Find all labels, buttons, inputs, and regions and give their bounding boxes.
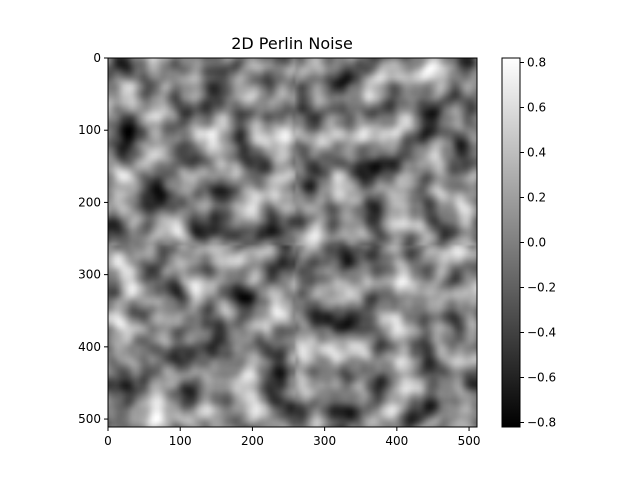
colorbar-tick-label: 0.4 [527, 146, 546, 160]
y-tick-label: 300 [78, 268, 101, 282]
colorbar-tick-label: −0.4 [527, 326, 556, 340]
x-tick-label: 100 [169, 434, 192, 448]
colorbar-tick-label: −0.8 [527, 416, 556, 430]
y-tick-label: 200 [78, 195, 101, 209]
y-tick-label: 100 [78, 123, 101, 137]
x-tick-label: 300 [313, 434, 336, 448]
colorbar [502, 58, 520, 427]
y-tick-label: 400 [78, 340, 101, 354]
colorbar-axis: 0.8 0.6 0.4 0.2 0.0 −0.2 −0.4 −0.6 −0.8 [520, 56, 556, 430]
x-tick-label: 0 [104, 434, 112, 448]
chart-title: 2D Perlin Noise [231, 34, 353, 53]
plot-frame [107, 57, 478, 428]
x-axis: 0 100 200 300 400 500 [104, 427, 481, 448]
colorbar-tick-label: −0.2 [527, 281, 556, 295]
colorbar-tick-label: 0.0 [527, 236, 546, 250]
x-tick-label: 400 [385, 434, 408, 448]
heatmap-container [108, 58, 477, 427]
x-tick-label: 500 [458, 434, 481, 448]
x-tick-label: 200 [241, 434, 264, 448]
colorbar-tick-label: −0.6 [527, 371, 556, 385]
y-axis: 0 100 200 300 400 500 [78, 51, 108, 426]
colorbar-tick-label: 0.8 [527, 56, 546, 70]
colorbar-tick-label: 0.6 [527, 101, 546, 115]
y-tick-label: 0 [93, 51, 101, 65]
y-tick-label: 500 [78, 412, 101, 426]
colorbar-tick-label: 0.2 [527, 191, 546, 205]
heatmap-image [108, 58, 477, 427]
